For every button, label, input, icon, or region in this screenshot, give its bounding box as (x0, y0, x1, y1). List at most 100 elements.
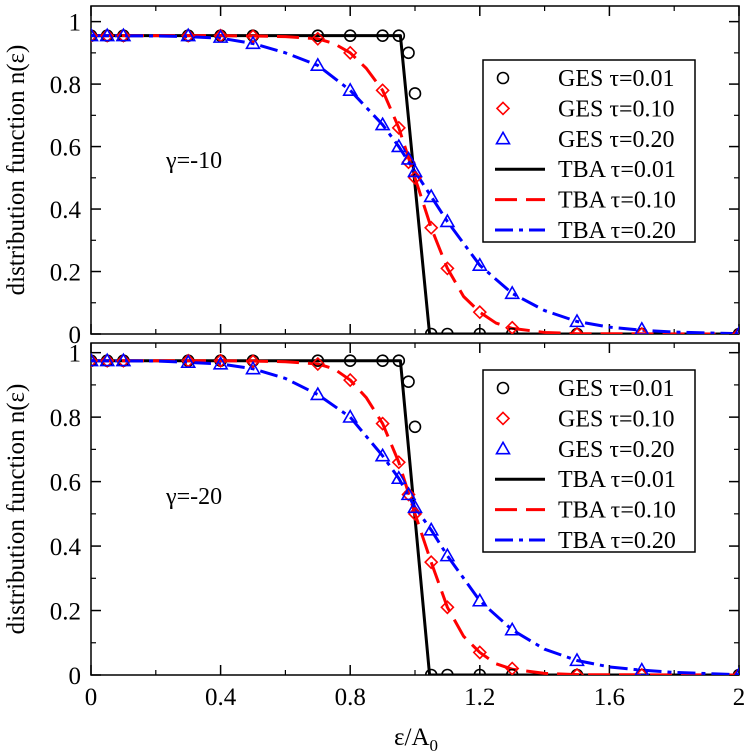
data-point (408, 420, 422, 434)
legend-entry-label: TBA τ=0.10 (558, 188, 676, 214)
data-point (391, 455, 406, 470)
data-point (424, 555, 439, 570)
data-point (569, 667, 585, 675)
data-point (342, 82, 359, 97)
legend-entry-label: GES τ=0.10 (558, 96, 675, 122)
y-tick-label: 0.4 (50, 197, 82, 224)
data-point (634, 321, 650, 334)
legend: GES τ=0.01 GES τ=0.10 GES τ=0.20 TBA τ=0.01… (482, 59, 696, 244)
y-tick-label: 0.6 (50, 135, 81, 162)
data-point (181, 28, 196, 43)
data-point (392, 354, 406, 368)
data-point (99, 352, 116, 367)
data-point (471, 257, 488, 271)
data-point (100, 353, 115, 368)
data-point (424, 668, 438, 675)
x-axis-label-subscript: 0 (430, 736, 439, 754)
data-point (343, 29, 357, 42)
y-tick-label: 0.8 (50, 72, 81, 99)
x-tick-label: 2 (733, 684, 746, 711)
legend-entry-label: TBA τ=0.01 (558, 467, 676, 493)
data-point (424, 220, 439, 235)
y-tick-label: 0.2 (50, 599, 81, 626)
data-point (91, 352, 99, 367)
data-point (569, 326, 585, 334)
data-point (342, 409, 359, 423)
data-point (439, 213, 456, 228)
data-point (91, 27, 99, 42)
data-point (634, 667, 649, 675)
y-tick-label: 0 (69, 663, 82, 690)
data-point (245, 360, 261, 375)
data-point (634, 662, 650, 675)
data-point (115, 27, 132, 42)
data-point (180, 27, 197, 42)
legend-entry-label: GES τ=0.10 (558, 406, 675, 432)
series-markers-ges-0-20 (91, 27, 739, 334)
data-point (343, 354, 357, 368)
data-point (505, 668, 519, 675)
plot-area (91, 27, 739, 334)
data-point (100, 28, 115, 43)
x-tick-label: 1.6 (594, 684, 625, 711)
series-markers-ges-0-20 (91, 352, 739, 675)
x-tick-label: 0.4 (205, 684, 237, 711)
data-point (245, 29, 261, 44)
y-tick-label: 0.4 (50, 534, 82, 561)
data-point (731, 326, 739, 334)
x-axis-label: ε/A0 (394, 724, 438, 754)
data-point (439, 547, 456, 562)
data-point (401, 487, 416, 502)
data-point (441, 668, 454, 675)
y-tick-label: 0 (69, 322, 82, 349)
data-point (734, 666, 739, 675)
data-point (390, 470, 407, 485)
legend-marker (495, 130, 511, 145)
data-point (91, 28, 99, 43)
y-axis-label: distribution function n(ε) (3, 384, 30, 635)
x-tick-label: 1.2 (464, 684, 495, 711)
data-point (374, 116, 391, 131)
data-point (472, 645, 487, 660)
data-point (310, 31, 325, 46)
data-point (423, 188, 440, 203)
legend-marker (496, 381, 510, 395)
data-point (569, 652, 585, 667)
data-point (311, 29, 325, 42)
x-axis-label-main: ε/A (394, 724, 430, 751)
data-point (402, 46, 415, 60)
x-tick-label: 0 (85, 684, 98, 711)
bottom-panel: 0 0.4 0.8 1.2 1.6 2 0 0.2 0.4 0.6 0.8 1 distribution… (3, 341, 746, 711)
legend-entry-label: TBA τ=0.20 (558, 218, 676, 244)
data-point (343, 372, 358, 388)
data-point (400, 150, 417, 165)
data-point (375, 83, 390, 98)
data-point (440, 600, 455, 615)
data-point (504, 285, 521, 300)
legend-entry-label: TBA τ=0.20 (558, 528, 676, 554)
data-point (569, 313, 585, 328)
data-point (400, 486, 417, 501)
series-line-tba-0-10 (91, 359, 739, 675)
data-point (504, 621, 521, 636)
y-axis-label: distribution function n(ε) (3, 45, 30, 296)
x-tick-label: 0.8 (335, 684, 366, 711)
data-point (392, 29, 406, 42)
data-point (634, 326, 649, 334)
legend-box (482, 369, 696, 553)
data-point (343, 45, 358, 60)
data-point (116, 28, 131, 43)
data-point (473, 327, 487, 334)
data-point (407, 499, 423, 514)
data-point (424, 327, 438, 334)
y-tick-label: 0.8 (50, 405, 81, 432)
data-point (116, 353, 131, 368)
legend-marker (495, 440, 511, 455)
y-tick-label: 1 (69, 10, 82, 37)
data-point (245, 35, 261, 50)
data-point (441, 327, 454, 334)
legend-entry-label: GES τ=0.20 (558, 127, 675, 153)
data-point (505, 661, 520, 675)
data-point (115, 352, 132, 367)
